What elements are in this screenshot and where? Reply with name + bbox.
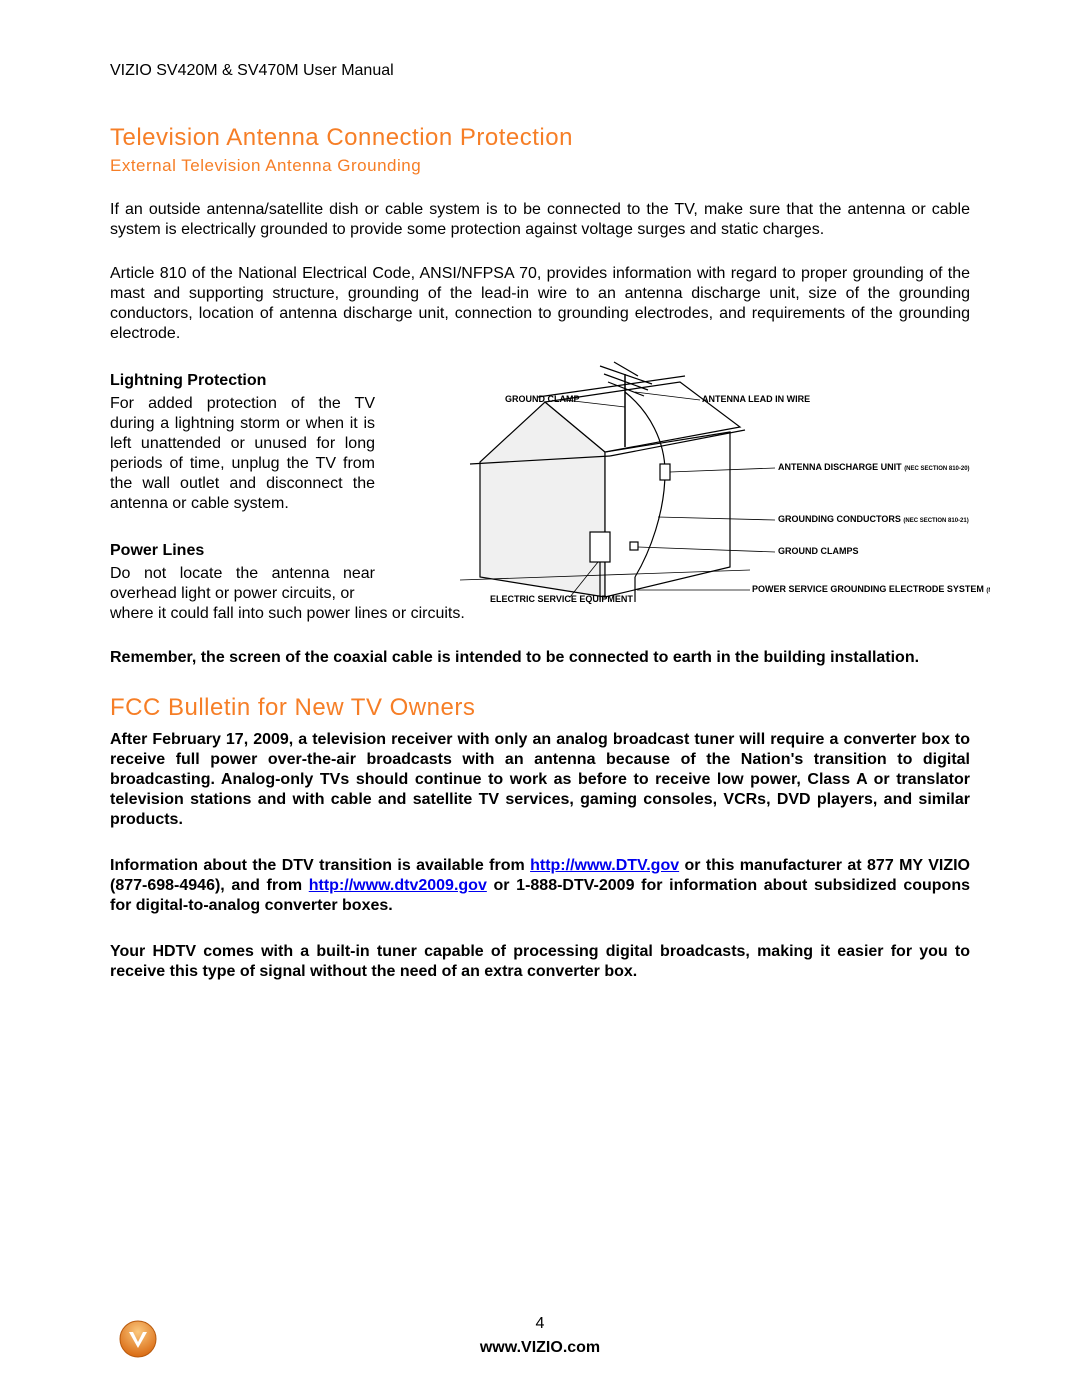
page-number: 4: [0, 1315, 1080, 1333]
vizio-logo-icon: [118, 1319, 158, 1359]
page-footer: 4 www.VIZIO.com: [0, 1315, 1080, 1357]
label-electric-service: ELECTRIC SERVICE EQUIPMENT: [490, 594, 633, 604]
left-column: Lightning Protection For added protectio…: [110, 372, 375, 604]
dtv2009-gov-link[interactable]: http://www.dtv2009.gov: [309, 877, 487, 894]
footer-url: www.VIZIO.com: [0, 1339, 1080, 1357]
midsection: GROUND CLAMP ANTENNA LEAD IN WIRE ANTENN…: [110, 372, 970, 624]
label-ground-clamp-roof: GROUND CLAMP: [505, 394, 580, 404]
subtitle: External Television Antenna Grounding: [110, 156, 970, 176]
dtv-gov-link[interactable]: http://www.DTV.gov: [530, 857, 679, 874]
lightning-body: For added protection of the TV during a …: [110, 394, 375, 514]
label-antenna-lead: ANTENNA LEAD IN WIRE: [702, 394, 810, 404]
manual-header: VIZIO SV420M & SV470M User Manual: [110, 62, 970, 80]
main-title: Television Antenna Connection Protection: [110, 124, 970, 152]
lightning-heading: Lightning Protection: [110, 372, 375, 390]
power-lines-heading: Power Lines: [110, 542, 375, 560]
fcc-paragraph-2: Information about the DTV transition is …: [110, 856, 970, 916]
paragraph-intro-1: If an outside antenna/satellite dish or …: [110, 200, 970, 240]
grounding-diagram: GROUND CLAMP ANTENNA LEAD IN WIRE ANTENN…: [390, 352, 990, 612]
fcc-paragraph-1: After February 17, 2009, a television re…: [110, 730, 970, 830]
power-lines-body-narrow: Do not locate the antenna near overhead …: [110, 564, 375, 604]
label-discharge-unit: ANTENNA DISCHARGE UNIT (NEC SECTION 810-…: [778, 462, 970, 472]
fcc2-text-a: Information about the DTV transition is …: [110, 857, 530, 874]
fcc-paragraph-3: Your HDTV comes with a built-in tuner ca…: [110, 942, 970, 982]
paragraph-intro-2: Article 810 of the National Electrical C…: [110, 264, 970, 344]
label-power-service: POWER SERVICE GROUNDING ELECTRODE SYSTEM…: [752, 584, 990, 594]
remember-paragraph: Remember, the screen of the coaxial cabl…: [110, 648, 970, 668]
label-ground-clamps: GROUND CLAMPS: [778, 546, 859, 556]
label-grounding-conductors: GROUNDING CONDUCTORS (NEC SECTION 810-21…: [778, 514, 969, 524]
fcc-title: FCC Bulletin for New TV Owners: [110, 694, 970, 722]
